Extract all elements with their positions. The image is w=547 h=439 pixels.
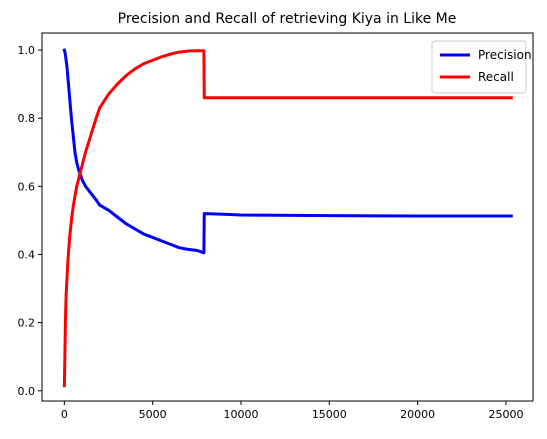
y-tick-label: 0.4 <box>18 248 36 261</box>
chart-title: Precision and Recall of retrieving Kiya … <box>118 11 457 27</box>
y-tick-label: 0.6 <box>18 180 36 193</box>
x-tick-label: 10000 <box>223 408 258 421</box>
series-line-recall <box>62 49 513 388</box>
legend: Precision Recall <box>431 40 532 94</box>
series-layer <box>62 48 513 388</box>
y-tick-label: 0.0 <box>18 385 36 398</box>
x-tick-label: 15000 <box>312 408 347 421</box>
x-tick-label: 5000 <box>139 408 167 421</box>
x-tick-label: 20000 <box>400 408 435 421</box>
axes-border <box>41 32 534 402</box>
x-tick-label: 0 <box>61 408 68 421</box>
axes-frame <box>41 32 534 402</box>
y-axis: 0.0 0.2 0.4 0.6 0.8 1.0 <box>18 44 42 398</box>
y-tick-label: 1.0 <box>18 44 36 57</box>
legend-label-precision: Precision <box>478 48 532 62</box>
y-tick-label: 0.8 <box>18 112 36 125</box>
x-tick-label: 25000 <box>488 408 523 421</box>
y-tick-label: 0.2 <box>18 317 36 330</box>
series-line-precision <box>62 48 513 255</box>
legend-label-recall: Recall <box>478 70 514 84</box>
x-axis: 0 5000 10000 15000 20000 25000 <box>61 401 523 421</box>
